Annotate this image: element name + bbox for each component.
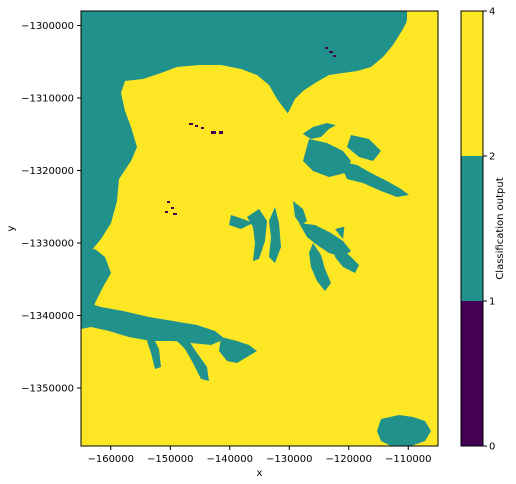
- colorbar-segment: [461, 301, 483, 446]
- colorbar-segment: [461, 11, 483, 156]
- y-tick-label: −1300000: [21, 21, 74, 32]
- x-tick-label: −150000: [147, 454, 194, 465]
- x-axis-label: x: [257, 468, 263, 479]
- x-tick-label: −110000: [385, 454, 432, 465]
- water-region-class-2: [339, 161, 409, 197]
- classification-map: [80, 10, 439, 447]
- class-0-patch: [201, 127, 204, 129]
- class-0-patch: [211, 131, 216, 134]
- water-region-class-2: [347, 135, 381, 161]
- land-region-class-4: [279, 21, 407, 156]
- x-tick-label: −130000: [266, 454, 313, 465]
- class-0-patch: [167, 201, 170, 203]
- y-tick-label: −1310000: [21, 94, 74, 105]
- water-region-class-2: [303, 139, 351, 177]
- colorbar: 0 1 2 4: [460, 7, 495, 453]
- class-0-patch: [165, 211, 168, 213]
- class-0-patch: [219, 131, 223, 134]
- class-0-patch: [173, 213, 177, 215]
- x-tick-label: −140000: [206, 454, 253, 465]
- class-0-patch: [171, 207, 174, 209]
- y-axis-label: y: [6, 225, 17, 231]
- map-frame: [80, 10, 439, 447]
- water-region-class-2: [229, 215, 253, 229]
- water-region-class-2: [377, 415, 431, 446]
- y-tick-label: −1330000: [21, 239, 74, 250]
- class-0-patch: [333, 55, 336, 57]
- map-regions: [81, 11, 431, 446]
- colorbar-tick-label: 2: [489, 152, 495, 163]
- water-region-class-2: [185, 329, 213, 341]
- class-0-patch: [195, 125, 198, 127]
- water-region-class-2: [81, 11, 407, 261]
- x-axis: −160000 −150000 −140000 −130000 −120000 −1100…: [87, 446, 432, 465]
- y-tick-label: −1340000: [21, 311, 74, 322]
- y-tick-label: −1350000: [21, 384, 74, 395]
- water-region-class-2: [247, 209, 267, 261]
- class-0-patch: [189, 123, 193, 125]
- water-region-class-2: [219, 337, 257, 363]
- colorbar-frame: [460, 10, 484, 447]
- water-region-class-2: [333, 247, 359, 273]
- water-region-class-2: [269, 207, 281, 263]
- colorbar-label: Classification output: [495, 177, 506, 279]
- colorbar-tick-label: 0: [489, 442, 495, 453]
- land-region-class-4: [127, 67, 287, 151]
- x-tick-label: −120000: [325, 454, 372, 465]
- y-axis: −1300000 −1310000 −1320000 −1330000 −1340000…: [21, 21, 81, 395]
- water-region-class-2: [177, 333, 209, 381]
- colorbar-segment: [461, 156, 483, 301]
- water-region-class-2: [309, 243, 331, 291]
- class-0-patch: [329, 51, 333, 53]
- land-region-class-4: [343, 199, 407, 271]
- x-tick-label: −160000: [87, 454, 134, 465]
- water-region-class-2: [293, 201, 307, 225]
- water-region-class-2: [147, 337, 161, 369]
- y-tick-label: −1320000: [21, 166, 74, 177]
- colorbar-tick-label: 1: [489, 297, 495, 308]
- class-0-patch: [325, 47, 328, 49]
- colorbar-tick-label: 4: [489, 7, 495, 18]
- water-region-class-2: [299, 223, 351, 257]
